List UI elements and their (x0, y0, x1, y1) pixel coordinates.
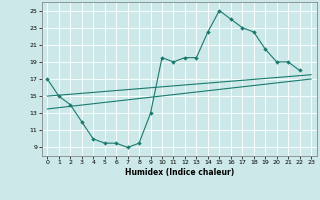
X-axis label: Humidex (Indice chaleur): Humidex (Indice chaleur) (124, 168, 234, 177)
